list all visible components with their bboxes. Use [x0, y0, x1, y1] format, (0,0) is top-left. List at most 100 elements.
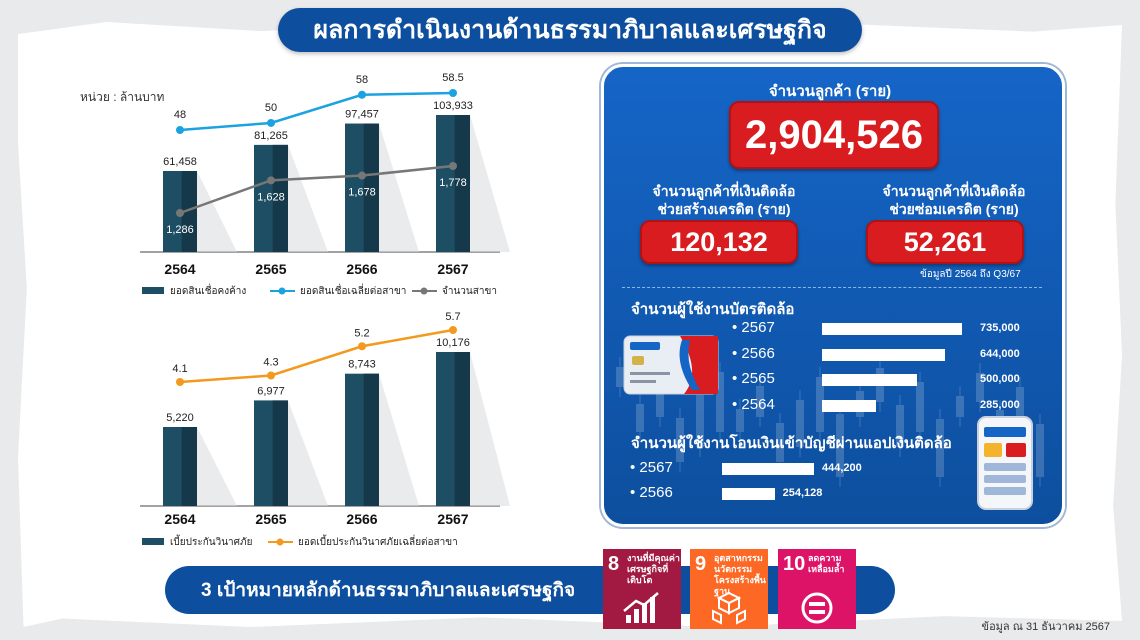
chart1-bar-shadow — [288, 144, 328, 252]
candle-body — [956, 396, 964, 417]
chart2-category-label: 2565 — [255, 511, 286, 527]
sdg-tile-9: 9 อุตสาหกรรม นวัตกรรม โครงสร้างพื้นฐาน — [690, 549, 768, 629]
chart1-branch-point — [358, 171, 366, 180]
card-users-value: 644,000 — [980, 347, 1020, 360]
panel-divider — [622, 287, 1042, 288]
card-users-bar — [822, 399, 877, 412]
chart2-bar-shadow — [470, 352, 510, 506]
transfer-users-year: • 2566 — [630, 484, 673, 501]
card-users-row: • 2565 — [732, 370, 792, 387]
chart1-bar-side — [272, 144, 288, 252]
chart1-avg-point — [176, 126, 184, 134]
chart1-avg-label: 50 — [265, 102, 277, 114]
card-users-year: • 2567 — [732, 319, 775, 336]
credit-repair-title-line2: ช่วยซ่อมเครดิต (ราย) — [889, 201, 1019, 217]
chart1-legend-bar-label: ยอดสินเชื่อคงค้าง — [170, 283, 246, 297]
footer-note: ข้อมูล ณ 31 ธันวาคม 2567 — [981, 621, 1110, 633]
card-users-year: • 2565 — [732, 370, 775, 387]
transfer-users-value: 254,128 — [782, 487, 823, 499]
card-users-value: 500,000 — [980, 373, 1020, 385]
chart1-avg-label: 58 — [356, 74, 368, 86]
chart2-avg-label: 4.1 — [172, 363, 187, 375]
candle-body — [736, 409, 744, 432]
chart1-branch-point — [176, 209, 184, 217]
card-users-title: จำนวนผู้ใช้งานบัตรติดล้อ — [631, 301, 795, 318]
candle-body — [636, 404, 644, 432]
candle-body — [1016, 387, 1024, 432]
candle-body — [716, 372, 724, 432]
chart1-bar-shadow — [197, 170, 237, 252]
card-users-value: 735,000 — [980, 322, 1020, 334]
chart2-category-label: 2567 — [437, 511, 468, 527]
transfer-users-row: • 2567 — [630, 459, 690, 476]
chart1-avg-point — [449, 89, 457, 97]
chart1-category-label: 2567 — [437, 261, 468, 277]
card-users-year: • 2564 — [732, 395, 775, 413]
chart2-avg-label: 5.2 — [354, 327, 369, 339]
candle-body — [696, 395, 704, 447]
candle-body — [776, 423, 784, 462]
sdg-tile-10: 10 ลดความ เหลื่อมล้ำ — [778, 549, 856, 629]
chart2-bar-side — [454, 352, 470, 506]
chart2-bar-label: 6,977 — [257, 385, 285, 397]
credit-repair-title-line1: จำนวนลูกค้าที่เงินติดล้อ — [882, 183, 1026, 199]
chart2-avg-label: 5.7 — [445, 312, 460, 323]
chart1-branch-label: 1,778 — [439, 177, 467, 189]
chart2-bar-label: 10,176 — [436, 337, 470, 349]
growth-chart-icon — [623, 592, 659, 623]
chart2-legend-avg-dot — [276, 538, 284, 546]
chart2-legend-avg-label: ยอดเบี้ยประกันวินาศภัยเฉลี่ยต่อสาขา — [298, 534, 458, 548]
credit-repair-value: 52,261 — [866, 220, 1024, 264]
chart1-branch-line — [179, 164, 454, 215]
chart1-category-label: 2565 — [255, 261, 286, 277]
chart2-bar-shadow — [197, 427, 237, 506]
chart1-bar-shadow — [379, 123, 419, 253]
transfer-users-value: 444,200 — [822, 462, 862, 474]
card-users-row: • 2567 — [732, 319, 792, 336]
credit-build-title-line2: ช่วยสร้างเครดิต (ราย) — [657, 201, 791, 217]
transfer-users-title: จำนวนผู้ใช้งานโอนเงินเข้าบัญชีผ่านแอปเงิ… — [631, 435, 952, 452]
cubes-icon — [712, 591, 746, 625]
chart2-category-label: 2564 — [164, 511, 195, 527]
credit-build-value: 120,132 — [640, 220, 798, 264]
candle-body — [676, 418, 684, 462]
chart1-avg-point — [358, 90, 366, 99]
candle-body — [836, 414, 844, 477]
card-users-row: • 2566 — [732, 345, 792, 362]
transfer-users-row: • 2566 — [630, 484, 690, 501]
sdg-title: งานที่มีคุณค่า เศรษฐกิจที่เติบโต — [627, 553, 680, 585]
card-users-bar — [822, 348, 945, 361]
chart1-bar-label: 103,933 — [433, 100, 473, 112]
chart1-bar-side — [363, 123, 379, 253]
chart2-legend-bar-label: เบี้ยประกันวินาศภัย — [170, 534, 252, 548]
chart1-avg-label: 48 — [174, 109, 186, 121]
chart2-avg-point — [449, 326, 457, 334]
loan-chart: 61,458 2564 81,265 2565 97,457 2566 103,933 256… — [140, 72, 510, 297]
transfer-users-bar — [722, 488, 775, 500]
sdg-number: 8 — [608, 553, 620, 575]
chart1-bar-label: 97,457 — [345, 109, 379, 121]
card-users-bar — [822, 323, 962, 335]
candle-body — [916, 382, 924, 432]
panel-candlestick-decoration — [616, 357, 1044, 487]
candle-body — [896, 405, 904, 447]
candle-body — [756, 386, 764, 417]
card-users-row: • 2564 — [732, 396, 792, 413]
chart1-bar-label: 81,265 — [254, 130, 288, 142]
chart1-branch-point — [267, 176, 275, 185]
chart2-avg-point — [176, 378, 184, 386]
chart1-category-label: 2564 — [164, 261, 195, 277]
customer-panel: จำนวนลูกค้า (ราย) 2,904,526 จำนวนลูกค้าท… — [601, 64, 1065, 527]
candle-body — [616, 367, 624, 387]
sdg-title: ลดความ เหลื่อมล้ำ — [808, 553, 845, 574]
chart2-avg-point — [267, 371, 275, 380]
bottom-title: 3 เป้าหมายหลักด้านธรรมาภิบาลและเศรษฐกิจ — [165, 566, 895, 614]
page-title: ผลการดำเนินงานด้านธรรมาภิบาลและเศรษฐกิจ — [278, 8, 862, 52]
chart2-bar-side — [181, 427, 197, 506]
chart1-branch-point — [449, 162, 457, 170]
chart1-bar-shadow — [470, 115, 510, 252]
chart2-bar-side — [272, 400, 288, 506]
card-users-value: 285,000 — [980, 398, 1020, 411]
chart2-bar-shadow — [288, 400, 328, 506]
candle-body — [1036, 424, 1044, 477]
